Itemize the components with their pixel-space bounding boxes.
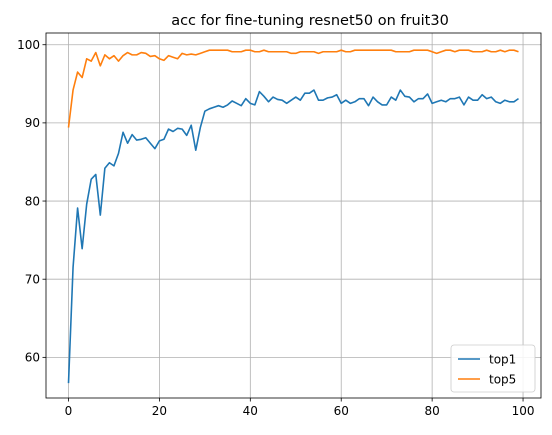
x-tick-label: 100 (512, 404, 535, 418)
legend-label-top1: top1 (489, 352, 516, 366)
plot-area-frame (45, 32, 542, 399)
grid (46, 33, 541, 398)
x-tick-label: 0 (65, 404, 73, 418)
y-tick-label: 70 (25, 272, 40, 286)
legend-box (450, 344, 536, 393)
legend: top1 top5 (450, 344, 536, 393)
y-tick-label: 100 (17, 38, 40, 52)
y-tick-label: 60 (25, 351, 40, 365)
series-line-top5 (67, 49, 519, 128)
series-lines (67, 49, 519, 384)
legend-label-top5: top5 (489, 372, 516, 386)
chart-title: acc for fine-tuning resnet50 on fruit30 (171, 13, 449, 29)
x-tick-label: 20 (152, 404, 167, 418)
x-tick-label: 40 (243, 404, 258, 418)
y-tick-label: 80 (25, 194, 40, 208)
x-tick-label: 80 (424, 404, 439, 418)
axis-ticks: 0 20 40 60 80 100 60 70 80 90 100 (17, 38, 534, 418)
series-line-top1 (67, 89, 519, 384)
x-tick-label: 60 (334, 404, 349, 418)
y-tick-label: 90 (25, 116, 40, 130)
